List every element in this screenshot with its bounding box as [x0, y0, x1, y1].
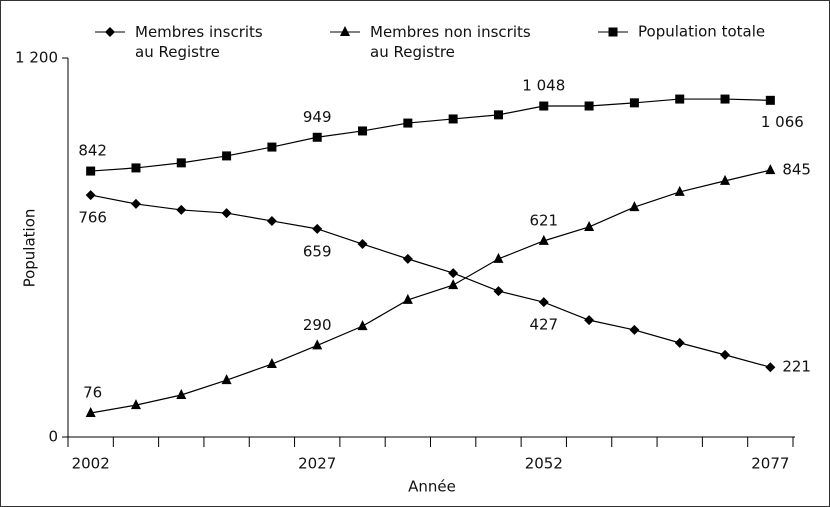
series-line: [90, 194, 771, 368]
marker: [765, 95, 775, 105]
marker: [85, 190, 96, 201]
x-tick-label: 2002: [72, 455, 110, 473]
marker: [720, 174, 731, 185]
data-label: 659: [303, 242, 332, 260]
y-tick-label: 0: [48, 428, 58, 446]
marker: [674, 185, 685, 196]
marker: [266, 215, 277, 226]
marker: [221, 374, 232, 385]
data-label: 842: [78, 142, 107, 160]
marker: [493, 252, 504, 263]
data-label: 290: [303, 316, 332, 334]
marker: [493, 110, 503, 120]
legend-label: Membres non inscrits au Registre: [370, 23, 531, 61]
data-label: 221: [782, 358, 811, 376]
marker: [312, 223, 323, 234]
marker: [448, 114, 458, 124]
series-line: [90, 98, 771, 172]
data-label: 845: [782, 161, 811, 179]
marker: [86, 166, 96, 176]
marker: [629, 98, 639, 108]
marker: [312, 339, 323, 350]
marker: [176, 388, 187, 399]
x-tick-label: 2052: [525, 455, 563, 473]
marker: [629, 201, 640, 212]
marker: [402, 253, 413, 264]
marker: [584, 101, 594, 111]
marker: [403, 118, 413, 128]
marker: [608, 27, 618, 37]
marker: [105, 27, 115, 37]
data-label: 76: [83, 383, 102, 401]
marker: [176, 158, 186, 168]
marker: [539, 101, 549, 111]
marker: [340, 26, 350, 36]
data-label: 621: [529, 211, 558, 229]
marker: [130, 399, 141, 410]
x-tick-label: 2077: [751, 455, 789, 473]
marker: [402, 293, 413, 304]
y-axis-label: Population: [21, 209, 39, 288]
x-axis-label: Année: [408, 478, 456, 496]
marker: [266, 358, 277, 369]
marker: [267, 142, 277, 152]
marker: [629, 324, 640, 335]
legend-label: Membres inscrits au Registre: [135, 23, 263, 61]
marker: [448, 268, 459, 279]
marker: [675, 94, 685, 104]
marker: [130, 198, 141, 209]
marker: [357, 320, 368, 331]
y-tick-label: 1 200: [15, 49, 58, 67]
legend-label: Population totale: [638, 23, 765, 41]
marker: [222, 151, 232, 161]
data-label: 1 048: [522, 77, 565, 95]
marker: [765, 362, 776, 373]
data-label: 427: [529, 316, 558, 334]
data-label: 1 066: [761, 113, 804, 131]
marker: [538, 297, 549, 308]
marker: [358, 126, 368, 136]
marker: [176, 204, 187, 215]
marker: [131, 163, 141, 173]
marker: [448, 279, 459, 290]
data-label: 949: [303, 108, 332, 126]
marker: [720, 349, 731, 360]
marker: [312, 132, 322, 142]
marker: [674, 337, 685, 348]
marker: [765, 164, 776, 175]
x-tick-label: 2027: [298, 455, 336, 473]
marker: [357, 239, 368, 250]
data-label: 766: [78, 209, 107, 227]
marker: [493, 286, 504, 297]
marker: [720, 94, 730, 104]
series-line: [90, 169, 771, 414]
marker: [584, 220, 595, 231]
marker: [538, 234, 549, 245]
marker: [584, 315, 595, 326]
marker: [85, 406, 96, 417]
marker: [221, 208, 232, 219]
